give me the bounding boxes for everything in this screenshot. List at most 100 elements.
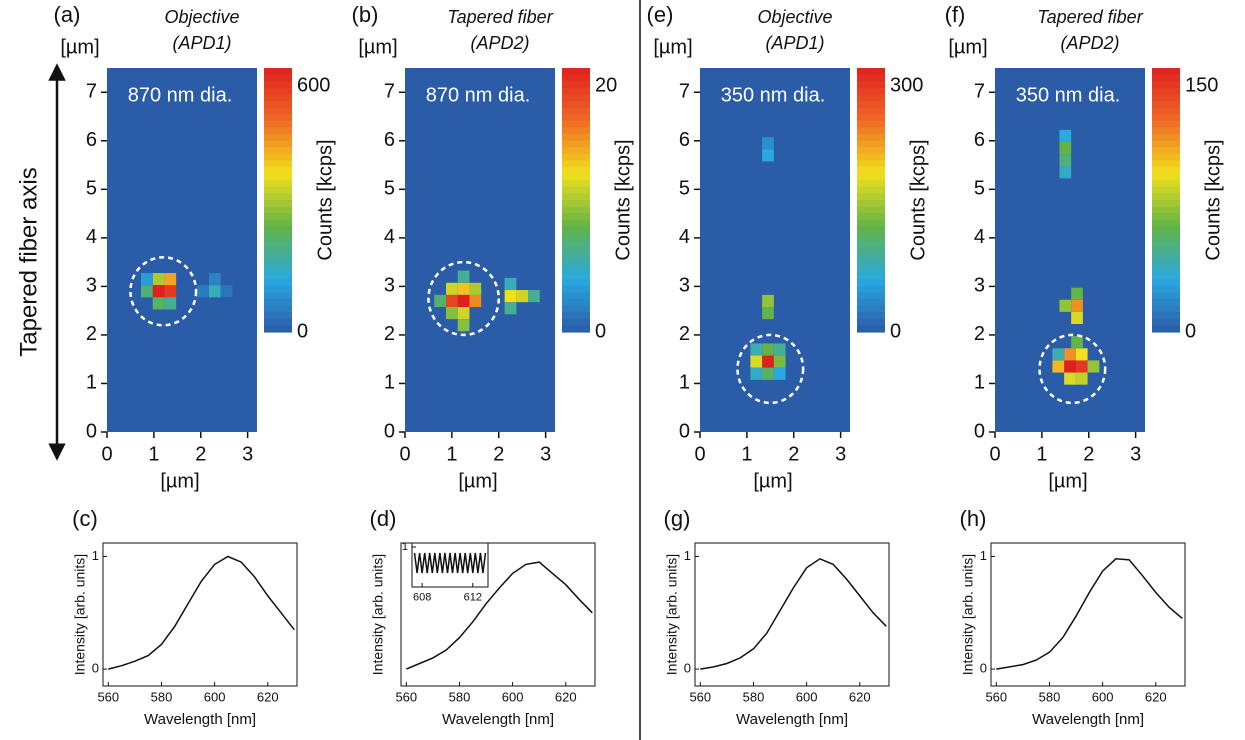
- colorbar-segment: [562, 318, 590, 326]
- y-tick-label: 1: [86, 372, 97, 394]
- colorbar-segment: [857, 81, 885, 89]
- colorbar-segment: [562, 206, 590, 214]
- cell: [1059, 166, 1072, 179]
- x-tick-label: 560: [395, 689, 417, 704]
- colorbar-segment: [1152, 318, 1180, 326]
- colorbar-segment: [1152, 74, 1180, 82]
- y-tick-label: 2: [679, 323, 690, 345]
- colorbar-segment: [562, 193, 590, 201]
- colorbar-segment: [562, 213, 590, 221]
- colorbar-segment: [562, 87, 590, 95]
- y-tick-label: 0: [679, 420, 690, 442]
- cell: [773, 355, 786, 368]
- colorbar-label: Counts [kcps]: [612, 139, 634, 260]
- x-tick-label: 580: [151, 689, 173, 704]
- colorbar-segment: [857, 285, 885, 293]
- colorbar-segment: [562, 101, 590, 109]
- cell: [220, 285, 233, 298]
- colorbar-segment: [264, 325, 292, 333]
- y-label: Intensity [arb. units]: [370, 554, 386, 675]
- cell: [1064, 360, 1076, 373]
- y-label: Intensity [arb. units]: [72, 554, 88, 675]
- x-tick-label: 3: [835, 443, 846, 465]
- colorbar-segment: [264, 180, 292, 188]
- colorbar-segment: [857, 153, 885, 161]
- colorbar-segment: [562, 325, 590, 333]
- x-label: Wavelength [nm]: [442, 711, 554, 728]
- colorbar-segment: [1152, 94, 1180, 102]
- colorbar-label: Counts [kcps]: [907, 139, 929, 260]
- cell: [1064, 372, 1076, 385]
- cell: [457, 270, 470, 283]
- x-tick-label: 3: [242, 443, 253, 465]
- colorbar-segment: [264, 153, 292, 161]
- colorbar-segment: [1152, 180, 1180, 188]
- x-tick-label: 560: [97, 689, 119, 704]
- cell: [1071, 336, 1083, 349]
- cell: [1052, 360, 1065, 373]
- cell: [750, 343, 763, 356]
- colorbar-segment: [562, 233, 590, 241]
- y-tick-label: 0: [980, 661, 987, 676]
- colorbar-segment: [857, 272, 885, 280]
- x-tick-label: 2: [493, 443, 504, 465]
- cell: [1071, 299, 1083, 312]
- colorbar-segment: [857, 87, 885, 95]
- colorbar-segment: [562, 81, 590, 89]
- y-tick-label: 5: [974, 178, 985, 200]
- colorbar-segment: [562, 285, 590, 293]
- colorbar-segment: [562, 180, 590, 188]
- x-tick-label: 608: [413, 591, 431, 603]
- x-tick-label: 2: [1083, 443, 1094, 465]
- colorbar-tick-label: 20: [595, 74, 617, 96]
- colorbar-tick-label: 150: [1185, 74, 1218, 96]
- annotation: 350 nm dia.: [1016, 84, 1121, 106]
- colorbar-tick-label: 0: [890, 320, 901, 342]
- x-tick-label: 1: [446, 443, 457, 465]
- colorbar-segment: [857, 101, 885, 109]
- map-background: [107, 68, 257, 432]
- colorbar-segment: [562, 186, 590, 194]
- cell: [164, 285, 177, 298]
- x-tick-label: 620: [849, 689, 871, 704]
- y-label: Intensity [arb. units]: [664, 554, 680, 675]
- colorbar-label: Counts [kcps]: [1202, 139, 1224, 260]
- x-tick-label: 0: [694, 443, 705, 465]
- y-tick-label: 1: [684, 548, 691, 563]
- colorbar-segment: [562, 160, 590, 168]
- colorbar-segment: [857, 114, 885, 122]
- colorbar-segment: [562, 292, 590, 300]
- colorbar-segment: [264, 312, 292, 320]
- y-tick-label: 0: [86, 420, 97, 442]
- x-tick-label: 1: [741, 443, 752, 465]
- cell: [1064, 348, 1076, 361]
- cell: [762, 343, 774, 356]
- colorbar-segment: [562, 120, 590, 128]
- x-tick-label: 1: [1036, 443, 1047, 465]
- x-label: [µm]: [1048, 470, 1087, 492]
- cell: [773, 343, 786, 356]
- colorbar-segment: [857, 246, 885, 254]
- colorbar-segment: [857, 206, 885, 214]
- cell: [152, 297, 165, 310]
- y-unit: [µm]: [653, 36, 692, 58]
- colorbar-segment: [1152, 193, 1180, 201]
- colorbar-segment: [1152, 107, 1180, 115]
- colorbar-segment: [1152, 272, 1180, 280]
- x-tick-label: 580: [1039, 689, 1061, 704]
- colorbar-segment: [562, 68, 590, 76]
- colorbar-segment: [1152, 153, 1180, 161]
- roi-circle: [1038, 333, 1107, 405]
- colorbar-tick-label: 0: [297, 320, 308, 342]
- colorbar-segment: [264, 252, 292, 260]
- panel-label: (h): [960, 506, 987, 531]
- colorbar-segment: [1152, 266, 1180, 274]
- x-label: Wavelength [nm]: [1032, 711, 1144, 728]
- panel-label: (c): [72, 506, 98, 531]
- colorbar-segment: [264, 134, 292, 142]
- colorbar-segment: [562, 246, 590, 254]
- cell: [762, 149, 774, 162]
- colorbar-segment: [264, 246, 292, 254]
- plot-frame: [694, 542, 890, 687]
- colorbar-segment: [264, 101, 292, 109]
